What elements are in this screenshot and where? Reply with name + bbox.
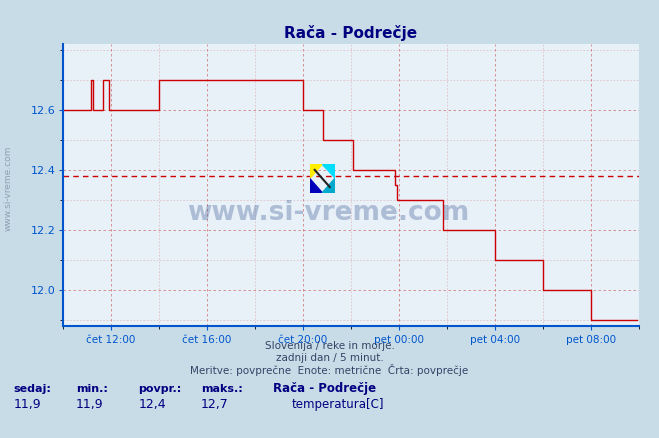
Text: maks.:: maks.:	[201, 384, 243, 394]
Text: Slovenija / reke in morje.: Slovenija / reke in morje.	[264, 341, 395, 351]
Polygon shape	[310, 164, 322, 179]
Text: www.si-vreme.com: www.si-vreme.com	[3, 146, 13, 231]
Polygon shape	[322, 179, 335, 193]
Text: www.si-vreme.com: www.si-vreme.com	[186, 200, 469, 226]
Title: Rača - Podrečje: Rača - Podrečje	[284, 25, 418, 41]
Text: min.:: min.:	[76, 384, 107, 394]
Text: 12,7: 12,7	[201, 398, 229, 411]
Text: sedaj:: sedaj:	[13, 384, 51, 394]
Text: temperatura[C]: temperatura[C]	[292, 398, 384, 411]
Text: zadnji dan / 5 minut.: zadnji dan / 5 minut.	[275, 353, 384, 363]
Polygon shape	[310, 179, 322, 193]
Polygon shape	[322, 164, 335, 179]
Text: povpr.:: povpr.:	[138, 384, 182, 394]
Text: 11,9: 11,9	[76, 398, 103, 411]
Text: Meritve: povprečne  Enote: metrične  Črta: povprečje: Meritve: povprečne Enote: metrične Črta:…	[190, 364, 469, 376]
Text: 12,4: 12,4	[138, 398, 166, 411]
Text: Rača - Podrečje: Rača - Podrečje	[273, 382, 376, 395]
Text: 11,9: 11,9	[13, 398, 41, 411]
